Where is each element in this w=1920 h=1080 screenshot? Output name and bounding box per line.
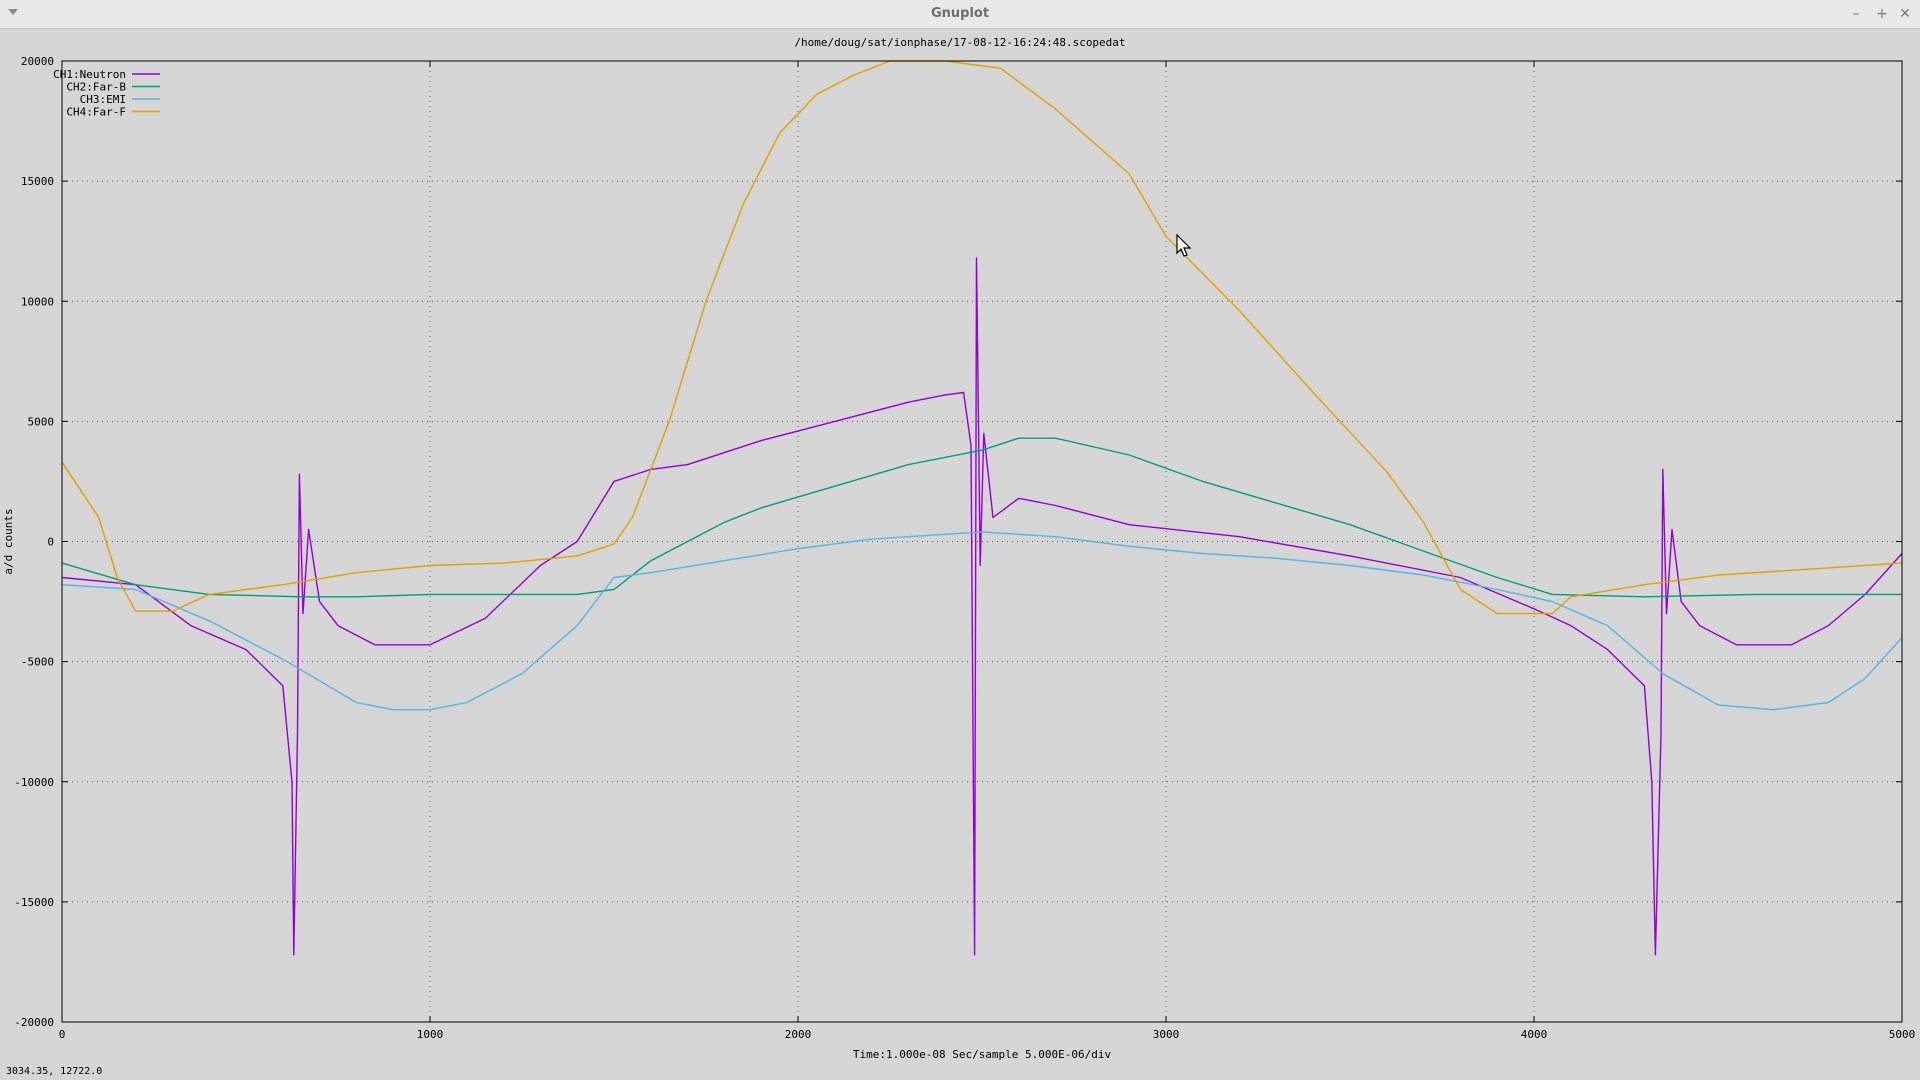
y-tick-label: -5000 — [21, 656, 54, 669]
y-tick-label: -15000 — [14, 896, 54, 909]
series-line — [61, 437, 1902, 598]
y-tick-label: 5000 — [28, 415, 55, 428]
y-tick-label: 20000 — [21, 55, 54, 68]
x-tick-label: 1000 — [417, 1028, 444, 1041]
legend-label: CH4:Far-F — [66, 106, 126, 119]
series-line — [61, 531, 1903, 711]
legend-label: CH1:Neutron — [53, 68, 126, 81]
chart-title: /home/doug/sat/ionphase/17-08-12-16:24:4… — [794, 36, 1126, 49]
x-tick-label: 2000 — [785, 1028, 812, 1041]
series-line — [61, 257, 1903, 956]
y-tick-label: -20000 — [14, 1016, 54, 1029]
x-tick-label: 5000 — [1889, 1028, 1916, 1041]
mouse-pointer-icon — [1176, 234, 1192, 257]
window-menu-icon[interactable] — [8, 9, 18, 15]
y-tick-label: 0 — [47, 536, 54, 549]
window-titlebar: Gnuplot – + ✕ — [0, 0, 1920, 29]
maximize-button[interactable]: + — [1876, 6, 1888, 22]
plot-border — [61, 60, 1903, 1023]
legend-label: CH2:Far-B — [66, 81, 126, 94]
minimize-button[interactable]: – — [1852, 6, 1860, 22]
y-tick-label: 15000 — [21, 175, 54, 188]
x-tick-label: 3000 — [1153, 1028, 1180, 1041]
x-tick-label: 4000 — [1521, 1028, 1548, 1041]
y-tick-label: -10000 — [14, 776, 54, 789]
legend-label: CH3:EMI — [80, 93, 126, 106]
x-axis-label: Time:1.000e-08 Sec/sample 5.000E-06/div — [853, 1048, 1112, 1061]
y-axis-label: a/d counts — [2, 508, 15, 574]
x-tick-label: 0 — [59, 1028, 66, 1041]
window-title: Gnuplot — [930, 6, 990, 21]
y-tick-label: 10000 — [21, 295, 54, 308]
close-button[interactable]: ✕ — [1899, 6, 1911, 22]
cursor-coordinates: 3034.35, 12722.0 — [6, 1066, 103, 1077]
series-line — [61, 60, 1903, 615]
